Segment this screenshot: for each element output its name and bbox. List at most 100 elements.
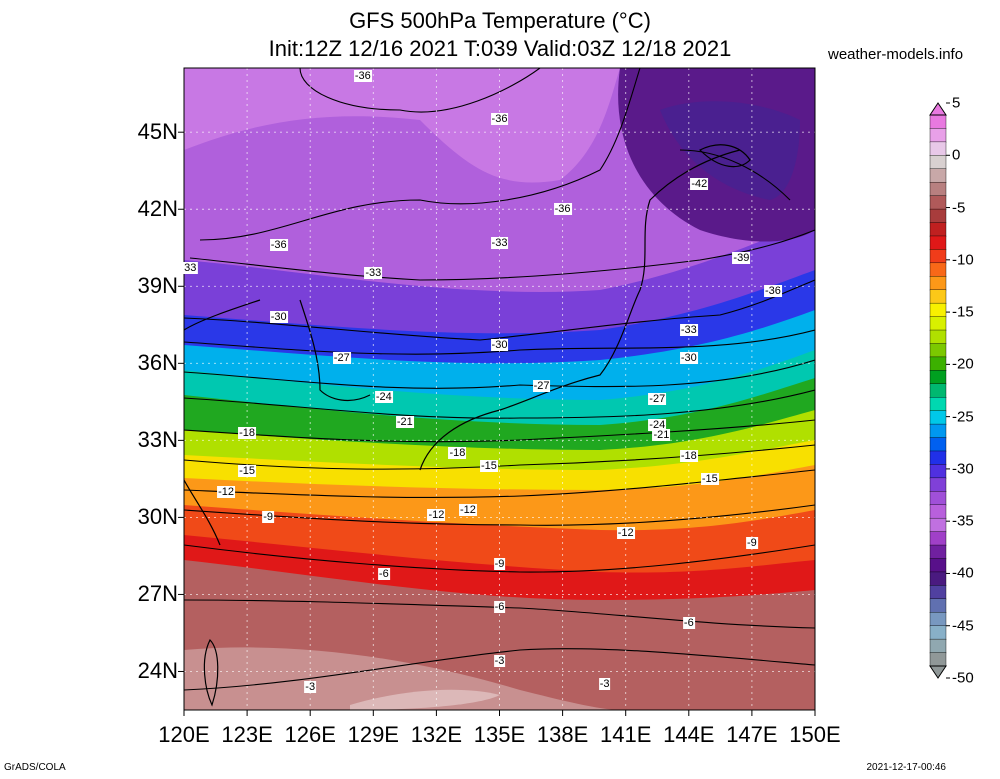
fill-band-south-light <box>184 647 620 710</box>
contour-label: -27 <box>648 393 667 406</box>
colorbar-label: 5 <box>952 94 961 112</box>
coastline-china <box>184 299 261 546</box>
colorbar-swatch <box>929 477 947 492</box>
coastline-japan <box>419 149 741 471</box>
colorbar-label: -5 <box>952 199 966 217</box>
contour-label: -24 <box>374 390 393 403</box>
site-credit: weather-models.info <box>828 46 964 63</box>
colorbar-swatch <box>929 437 947 452</box>
contour-label: -12 <box>458 503 477 516</box>
colorbar-swatch <box>929 181 947 197</box>
lon-label: 135E <box>473 722 526 747</box>
contour-line <box>184 359 815 389</box>
lon-label: 123E <box>221 722 273 747</box>
colorbar-label: -30 <box>952 460 974 478</box>
contour-label: -9 <box>262 511 275 524</box>
contour-line <box>184 504 815 526</box>
colorbar-min-arrow <box>929 665 947 679</box>
colorbar-label: -50 <box>952 669 974 687</box>
colorbar-swatch <box>929 128 947 143</box>
colorbar-label: 0 <box>952 146 961 164</box>
contour-label: -33 <box>364 267 383 280</box>
footer-grads: GrADS/COLA <box>4 762 66 773</box>
colorbar-swatch <box>929 329 947 345</box>
contour-label: -3 <box>598 678 611 691</box>
colorbar-label: -20 <box>952 355 974 373</box>
colorbar-swatch <box>929 504 947 519</box>
contour-line <box>184 469 815 499</box>
colorbar-swatch <box>929 289 947 304</box>
colorbar-label: -10 <box>952 251 974 269</box>
colorbar-swatch <box>929 531 947 546</box>
colorbar-label: -35 <box>952 512 974 530</box>
contour-label: -12 <box>427 508 446 521</box>
colorbar-swatch <box>929 276 947 291</box>
lat-label: 24N <box>137 658 178 684</box>
contour-label: -18 <box>679 449 698 462</box>
colorbar-swatch <box>929 464 947 479</box>
lat-label: 45N <box>137 119 178 145</box>
contour-label: -3 <box>493 655 506 668</box>
colorbar-swatch <box>929 517 947 533</box>
colorbar-swatch <box>929 235 947 251</box>
colorbar-swatch <box>929 652 947 667</box>
contour-label: -36 <box>353 69 372 82</box>
colorbar-swatch <box>929 141 947 157</box>
footer-timestamp: 2021-12-17-00:46 <box>866 762 946 773</box>
colorbar-swatch <box>929 598 947 613</box>
colorbar-swatch <box>929 343 947 358</box>
colorbar-label: -40 <box>952 564 974 582</box>
lon-label: 120E <box>158 722 210 747</box>
lon-label: 126E <box>284 722 336 747</box>
fill-band-south-pale <box>350 689 500 710</box>
lat-label: 33N <box>137 427 178 453</box>
contour-label: -15 <box>700 472 719 485</box>
contour-label: -12 <box>217 485 236 498</box>
contour-line <box>184 444 815 470</box>
colorbar-swatch <box>929 302 947 318</box>
contour-label: -30 <box>269 311 288 324</box>
contour-label: -9 <box>746 537 758 550</box>
contour-label: -6 <box>682 616 695 629</box>
contour-label: -15 <box>480 460 498 473</box>
contour-label: -21 <box>652 429 671 442</box>
contour-label: -33 <box>490 236 509 249</box>
colorbar-swatch <box>929 410 947 425</box>
contour-label: -18 <box>238 426 257 439</box>
lat-label: 27N <box>137 581 178 607</box>
contour-line <box>184 279 815 341</box>
colorbar-swatch <box>929 638 947 654</box>
contour-label: -15 <box>238 465 257 478</box>
contour-label: -6 <box>493 601 506 614</box>
contour-label: -3 <box>304 680 317 693</box>
colorbar-swatch <box>929 625 947 640</box>
colorbar-swatch <box>929 397 947 412</box>
contour-label: -12 <box>616 526 635 539</box>
colorbar-swatch <box>929 356 947 372</box>
colorbar-swatch <box>929 155 947 170</box>
lon-label: 138E <box>536 722 589 747</box>
colorbar-label: -45 <box>952 617 974 635</box>
colorbar-swatch <box>929 114 947 130</box>
colorbar-swatch <box>929 558 947 573</box>
lon-label: 141E <box>599 722 652 747</box>
lon-label: 144E <box>663 722 715 747</box>
contour-label: -36 <box>490 113 509 126</box>
contour-line <box>184 544 815 573</box>
colorbar-label: -25 <box>952 408 974 426</box>
lat-label: 36N <box>137 350 178 376</box>
contour-label: 33 <box>183 262 198 275</box>
map-subtitle: Init:12Z 12/16 2021 T:039 Valid:03Z 12/1… <box>268 36 732 61</box>
contour-line <box>679 149 791 201</box>
colorbar-swatch <box>929 168 947 183</box>
contour-label: -27 <box>532 380 551 393</box>
colorbar-max-arrow <box>929 102 947 116</box>
contour-label: -33 <box>679 323 698 336</box>
fill-band-pink-north <box>184 68 620 183</box>
contour-label: -30 <box>490 339 509 352</box>
colorbar-swatch <box>929 491 947 506</box>
colorbar-swatch <box>929 370 947 385</box>
colorbar-label: -15 <box>952 303 974 321</box>
fill-band-indigo <box>660 101 800 200</box>
contour-label: -6 <box>377 567 390 580</box>
